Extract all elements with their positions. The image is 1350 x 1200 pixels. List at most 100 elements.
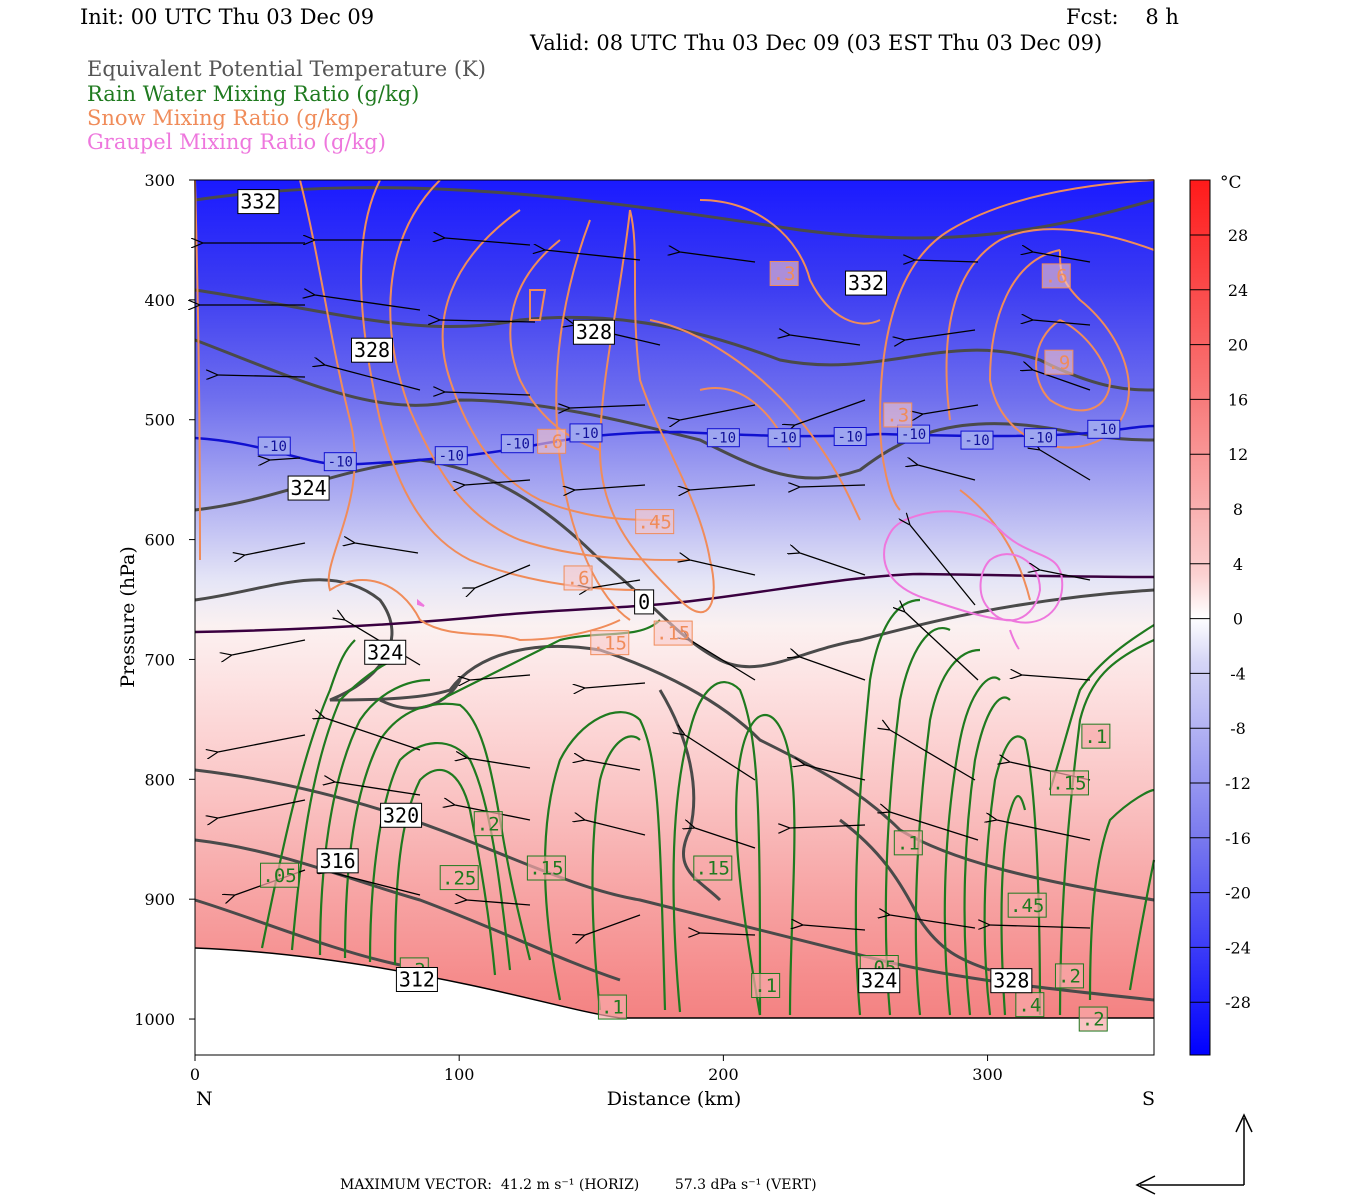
snow-contour bbox=[649, 319, 861, 521]
wind-vector bbox=[1040, 450, 1091, 481]
graupel-contour bbox=[1009, 629, 1020, 650]
rain-contour bbox=[393, 769, 497, 976]
isotherm-label: -10 bbox=[1023, 428, 1057, 448]
theta-e-label: 312 bbox=[395, 966, 438, 992]
theta-e-label: 328 bbox=[990, 968, 1033, 994]
rain-label-text: .2 bbox=[1082, 1009, 1105, 1031]
snow-contour bbox=[959, 489, 1031, 601]
isotherm-label: -10 bbox=[1087, 419, 1121, 439]
isotherm-label: -10 bbox=[767, 428, 801, 448]
wind-vector bbox=[270, 458, 301, 460]
rain-contour bbox=[318, 678, 431, 956]
theta-e-label-text: 320 bbox=[383, 803, 419, 827]
rain-label-text: .15 bbox=[696, 858, 730, 880]
colorbar-ticks: 28 24 20 16 12 8 4 0 -4 -8 -12 -16 -20 -24 -28 bbox=[1190, 226, 1251, 1012]
snow-contour bbox=[598, 209, 715, 614]
theta-e-label-box bbox=[634, 589, 655, 615]
rain-label-text: .1 bbox=[897, 832, 920, 854]
rain-contour bbox=[884, 627, 951, 1016]
wind-vectors bbox=[200, 238, 1091, 935]
snow-label-box bbox=[1041, 263, 1071, 289]
theta-e-label: 320 bbox=[380, 802, 423, 828]
rain-contour bbox=[963, 696, 1011, 1016]
wind-vector bbox=[585, 760, 641, 771]
wind-vector bbox=[445, 392, 531, 395]
wind-vector bbox=[1040, 570, 1091, 581]
wind-vector bbox=[905, 612, 979, 681]
wind-vector bbox=[1033, 370, 1091, 391]
wind-vector bbox=[690, 560, 756, 576]
isotherm-label: -10 bbox=[257, 436, 291, 456]
theta-e-label-box bbox=[572, 319, 615, 345]
snow-label: .3 bbox=[769, 260, 799, 286]
wind-vector bbox=[800, 553, 866, 576]
snow-contour bbox=[360, 179, 641, 591]
wind-vector bbox=[467, 900, 531, 906]
theta-e-label: 316 bbox=[316, 848, 359, 874]
colorbar-tick-label: 16 bbox=[1228, 390, 1248, 409]
isotherm-label-text: -10 bbox=[711, 431, 736, 447]
colorbar-tick-label: 12 bbox=[1228, 445, 1248, 464]
rain-contour bbox=[1088, 788, 1155, 1001]
wind-vector bbox=[585, 682, 646, 688]
wind-vector bbox=[218, 799, 306, 818]
wind-vector bbox=[465, 479, 531, 485]
snow-contour bbox=[988, 249, 1130, 449]
init-time: Init: 00 UTC Thu 03 Dec 09 bbox=[80, 5, 375, 29]
rain-label-box bbox=[1054, 963, 1084, 989]
wind-vector bbox=[910, 525, 976, 606]
rain-contour bbox=[343, 702, 532, 961]
isotherm-label-box bbox=[1023, 428, 1057, 448]
theta-e-label-text: 312 bbox=[399, 967, 435, 991]
isotherm-label-text: -10 bbox=[1091, 422, 1116, 438]
maximum-vector-note: MAXIMUM VECTOR: 41.2 m s⁻¹ (HORIZ) 57.3 … bbox=[340, 1177, 817, 1193]
isotherm-label-text: -10 bbox=[964, 433, 989, 449]
graupel-contours bbox=[417, 510, 1064, 650]
wind-vector bbox=[685, 735, 756, 781]
rain-label-text: .05 bbox=[262, 865, 296, 887]
terrain bbox=[195, 948, 1154, 1055]
wind-vector bbox=[245, 542, 306, 555]
rain-label-box bbox=[260, 862, 300, 888]
theta-e-label: 324 bbox=[287, 475, 330, 501]
snow-label-text: .15 bbox=[593, 632, 627, 654]
colorbar-tick-label: -28 bbox=[1225, 993, 1251, 1012]
wind-vector bbox=[585, 914, 641, 935]
wind-vector bbox=[355, 543, 419, 554]
isotherm-label: -10 bbox=[500, 434, 534, 454]
snow-contour bbox=[699, 199, 881, 325]
wind-vector bbox=[545, 250, 641, 261]
reference-vector-horizontal-head bbox=[1135, 1175, 1156, 1195]
snow-label-box bbox=[590, 630, 630, 656]
rain-label-box bbox=[526, 855, 566, 881]
isotherm-label: -10 bbox=[897, 424, 931, 444]
theta-e-label-text: 324 bbox=[367, 640, 403, 664]
isotherm-label-box bbox=[257, 436, 291, 456]
theta-e-contour bbox=[194, 186, 1155, 240]
colorbar-tick-label: 24 bbox=[1228, 281, 1248, 300]
rain-contour bbox=[983, 735, 1042, 1016]
wind-vector bbox=[690, 484, 756, 490]
rain-label-text: .2 bbox=[1058, 966, 1081, 988]
rain-contour bbox=[591, 735, 641, 1011]
isotherm-label: -10 bbox=[569, 423, 603, 443]
isotherm-label-text: -10 bbox=[901, 427, 926, 443]
theta-e-label: 332 bbox=[845, 270, 888, 296]
rain-contour bbox=[439, 619, 661, 701]
rain-contour bbox=[672, 681, 762, 1016]
x-tick-label: 0 bbox=[190, 1065, 200, 1084]
theta-e-label: 328 bbox=[351, 337, 394, 363]
snow-label-text: .6 bbox=[567, 568, 590, 590]
theta-e-label: 0 bbox=[634, 589, 655, 615]
plot-frame bbox=[194, 179, 1155, 1056]
snow-contour bbox=[389, 179, 691, 561]
graupel-contour bbox=[417, 598, 425, 607]
isotherm-label-text: -10 bbox=[1028, 431, 1053, 447]
snow-contour bbox=[1035, 319, 1112, 412]
legend-snow: Snow Mixing Ratio (g/kg) bbox=[87, 106, 359, 130]
wind-vector bbox=[700, 933, 756, 935]
x-tick-label: 100 bbox=[444, 1065, 475, 1084]
wind-vector bbox=[800, 657, 866, 681]
wind-vector bbox=[467, 758, 531, 769]
theta-e-label-text: 332 bbox=[848, 271, 884, 295]
